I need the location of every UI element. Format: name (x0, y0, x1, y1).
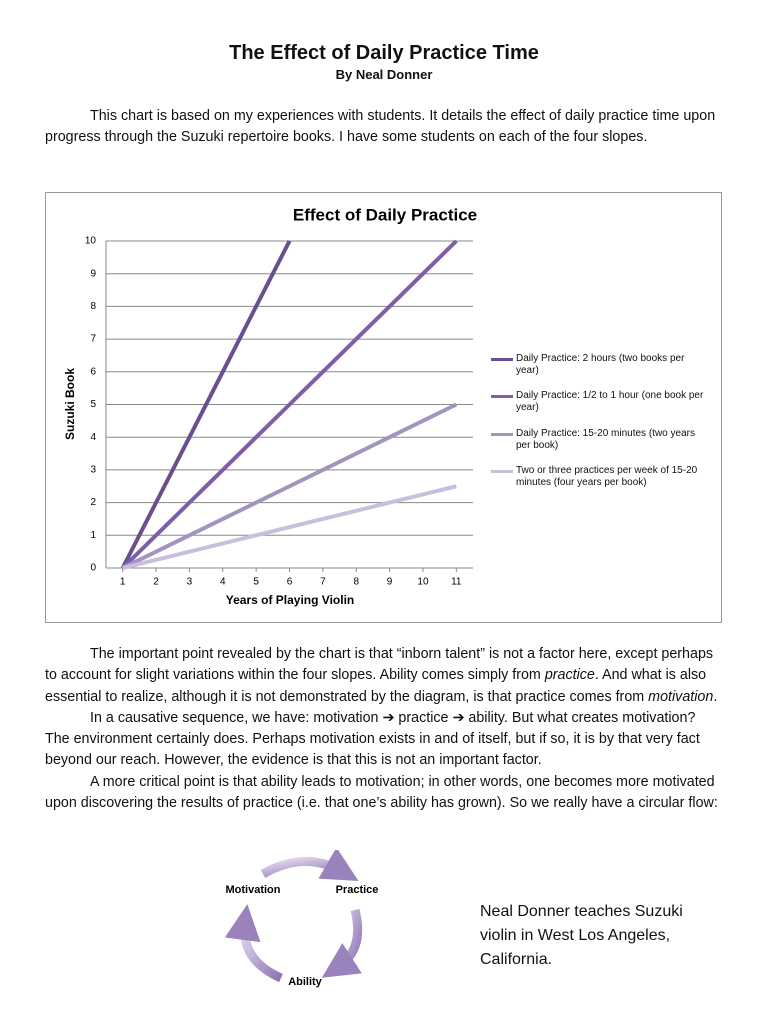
cycle-arrow (321, 908, 363, 978)
legend-label: Daily Practice: 2 hours (two books per y… (516, 353, 685, 376)
author: By Neal Donner (335, 67, 433, 82)
legend-swatch (491, 433, 513, 436)
y-tick-label: 0 (90, 563, 96, 574)
paragraph: In a causative sequence, we have: motiva… (45, 708, 723, 772)
paragraph: This chart is based on my experiences wi… (45, 108, 716, 146)
legend-label: Daily Practice: 1/2 to 1 hour (one book … (516, 390, 704, 413)
x-tick-label: 8 (353, 577, 359, 588)
paragraph: The important point revealed by the char… (45, 644, 723, 708)
emphasis: practice (544, 667, 595, 684)
title: The Effect of Daily Practice Time (229, 42, 539, 64)
legend-swatch (491, 358, 513, 361)
legend-swatch (491, 470, 513, 473)
y-tick-label: 10 (85, 236, 97, 247)
legend-label: Two or three practices per week of 15-20… (516, 465, 698, 488)
chart-title: Effect of Daily Practice (293, 205, 477, 224)
legend-swatch (491, 395, 513, 398)
y-tick-label: 6 (90, 366, 96, 377)
body-text: The important point revealed by the char… (45, 644, 723, 814)
x-axis-label: Years of Playing Violin (226, 593, 355, 607)
x-tick-label: 4 (220, 577, 226, 588)
x-tick-label: 7 (320, 577, 326, 588)
legend-item: Daily Practice: 2 hours (two books per y… (491, 353, 706, 377)
legend-label: Daily Practice: 15-20 minutes (two years… (516, 428, 695, 451)
y-tick-label: 2 (90, 497, 96, 508)
legend-item: Daily Practice: 1/2 to 1 hour (one book … (491, 390, 706, 414)
cycle-node: Ability (288, 976, 322, 988)
x-tick-label: 5 (253, 577, 259, 588)
intro: This chart is based on my experiences wi… (45, 106, 723, 149)
series-line (122, 484, 457, 570)
series-line (121, 239, 458, 570)
x-tick-label: 11 (451, 577, 462, 588)
cycle-arrow (260, 850, 359, 882)
text: . (713, 688, 718, 705)
y-tick-label: 5 (90, 399, 96, 410)
chart-box: Effect of Daily Practice Suzuki Book Yea… (45, 192, 722, 623)
x-tick-label: 10 (417, 577, 429, 588)
legend-item: Daily Practice: 15-20 minutes (two years… (491, 428, 706, 452)
cycle-diagram: Motivation Practice Ability (224, 850, 379, 988)
emphasis: motivation (648, 688, 714, 705)
cycle-node: Motivation (226, 884, 281, 896)
text: A more critical point is that ability le… (45, 773, 718, 812)
cycle-node: Practice (336, 884, 379, 896)
paragraph: A more critical point is that ability le… (45, 772, 723, 815)
y-tick-label: 8 (90, 301, 96, 312)
x-tick-label: 1 (120, 577, 126, 588)
y-tick-label: 1 (90, 530, 96, 541)
legend-item: Two or three practices per week of 15-20… (491, 465, 706, 489)
x-tick-label: 2 (153, 577, 159, 588)
cycle-arrow (224, 904, 283, 983)
y-tick-label: 4 (90, 432, 96, 443)
x-tick-label: 3 (187, 577, 193, 588)
text: . And what is also essential to realize,… (45, 667, 707, 705)
y-tick-label: 9 (90, 268, 96, 279)
text: In a causative sequence, we have: motiva… (45, 709, 700, 769)
text: The important point revealed by the char… (45, 646, 714, 684)
x-tick-label: 6 (287, 577, 293, 588)
series-line (121, 402, 458, 570)
bio: Neal Donner teaches Suzuki violin in Wes… (480, 903, 683, 968)
x-tick-label: 9 (387, 577, 393, 588)
series-line (120, 240, 292, 569)
y-tick-label: 3 (90, 465, 96, 476)
chart: Effect of Daily Practice Suzuki Book Yea… (63, 205, 477, 607)
y-tick-label: 7 (90, 334, 96, 345)
y-axis-label: Suzuki Book (63, 368, 77, 440)
